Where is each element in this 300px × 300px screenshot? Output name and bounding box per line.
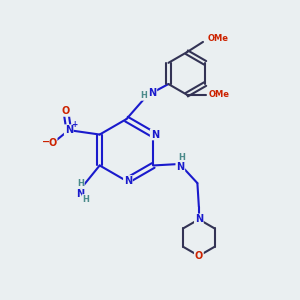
Text: OMe: OMe xyxy=(207,34,228,43)
Text: N: N xyxy=(195,214,203,224)
Text: N: N xyxy=(176,162,184,172)
Text: N: N xyxy=(124,176,132,186)
Text: OMe: OMe xyxy=(209,90,230,99)
Text: N: N xyxy=(76,189,84,199)
Text: H: H xyxy=(82,195,89,204)
Text: N: N xyxy=(148,88,156,98)
Text: N: N xyxy=(151,130,159,140)
Text: −: − xyxy=(42,137,50,147)
Text: O: O xyxy=(195,251,203,261)
Text: +: + xyxy=(71,120,77,129)
Text: O: O xyxy=(62,106,70,116)
Text: H: H xyxy=(141,91,148,100)
Text: H: H xyxy=(77,179,84,188)
Text: H: H xyxy=(178,153,185,162)
Text: O: O xyxy=(48,138,57,148)
Text: N: N xyxy=(65,125,73,135)
